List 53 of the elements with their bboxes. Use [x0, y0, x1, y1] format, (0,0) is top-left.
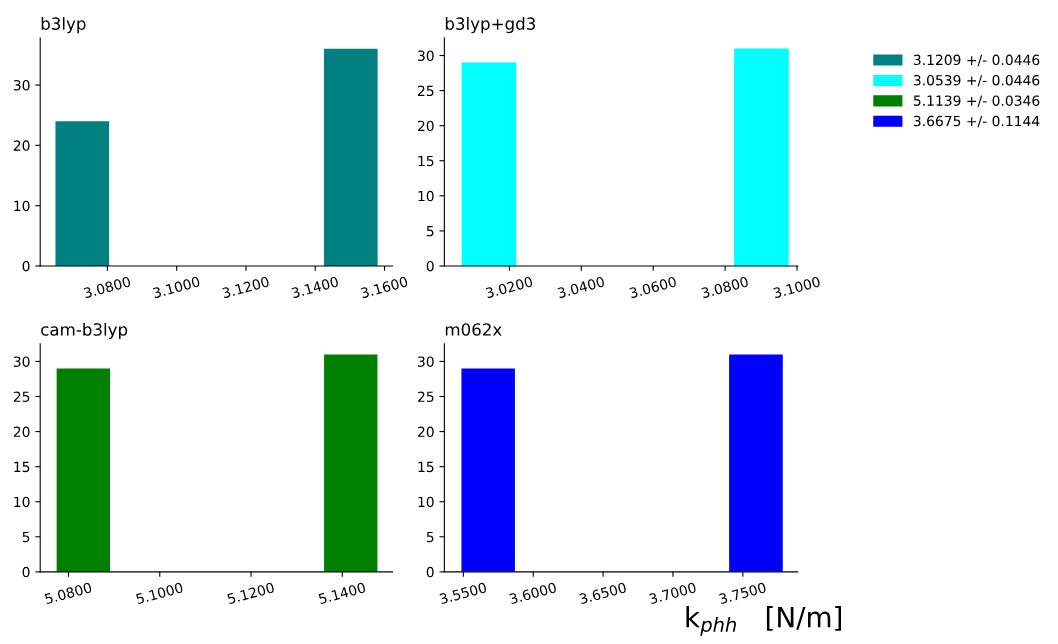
x-tick-label: 3.6000: [509, 582, 557, 605]
x-tick-label: 3.5500: [439, 582, 487, 605]
x-tick-label: 3.1000: [152, 276, 201, 299]
y-tick-label: 30: [13, 80, 30, 91]
y-tick-label: 25: [13, 391, 30, 402]
x-tick-label: 3.0800: [83, 276, 132, 299]
x-tick-label: 3.0800: [700, 276, 749, 299]
x-tick-label: 3.7500: [718, 582, 767, 605]
y-tick-label: 15: [14, 461, 30, 473]
y-tick-label: 20: [13, 140, 30, 151]
x-tick-label: 3.0200: [485, 276, 534, 299]
chart-title: cam-b3lyp: [41, 322, 128, 340]
legend-label: 5.1139 +/- 0.0346: [913, 95, 1040, 107]
y-tick-label: 15: [418, 461, 434, 473]
y-tick-label: 20: [417, 426, 434, 438]
legend-label: 3.0539 +/- 0.0446: [913, 74, 1040, 87]
y-tick-label: 20: [13, 426, 30, 438]
x-tick-label: 3.0600: [629, 276, 677, 299]
x-tick-label: 3.0400: [557, 276, 605, 299]
y-tick-label: 10: [14, 496, 30, 508]
y-tick-label: 30: [13, 356, 30, 367]
y-tick-label: 5: [426, 226, 434, 237]
x-tick-label: 3.1400: [291, 276, 339, 299]
legend-label: 3.1209 +/- 0.0446: [913, 54, 1040, 67]
y-tick-label: 30: [418, 356, 434, 367]
y-tick-label: 20: [417, 120, 434, 132]
chart-title: m062x: [445, 323, 502, 336]
x-tick-label: 3.1000: [772, 276, 821, 299]
y-tick-label: 30: [418, 50, 434, 62]
y-tick-label: 25: [417, 85, 434, 97]
y-tick-label: 0: [426, 260, 434, 272]
y-tick-label: 10: [418, 496, 434, 508]
chart-title: b3lyp+gd3: [445, 17, 536, 34]
x-tick-label: 5.1000: [135, 582, 184, 605]
x-tick-label: 3.1600: [360, 276, 409, 299]
x-tick-label: 3.7000: [648, 582, 697, 605]
x-tick-label: 3.6500: [578, 582, 627, 605]
legend-label: 3.6675 +/- 0.1144: [913, 115, 1040, 128]
y-tick-label: 0: [22, 260, 30, 272]
chart-title: b3lyp: [41, 17, 86, 34]
y-tick-label: 0: [22, 566, 30, 578]
y-tick-label: 5: [426, 531, 434, 543]
y-tick-label: 5: [22, 531, 30, 543]
x-tick-label: 3.1200: [221, 276, 270, 299]
x-tick-label: 5.1200: [226, 582, 275, 605]
text: k$_{phh}$ [N/m]: [686, 606, 842, 636]
y-tick-label: 25: [417, 391, 434, 402]
x-tick-label: 5.1400: [318, 582, 366, 605]
x-tick-label: 5.0800: [44, 582, 93, 605]
y-tick-label: 10: [14, 200, 30, 212]
y-tick-label: 15: [418, 155, 434, 167]
y-tick-label: 10: [418, 190, 434, 202]
y-tick-label: 0: [426, 566, 434, 578]
